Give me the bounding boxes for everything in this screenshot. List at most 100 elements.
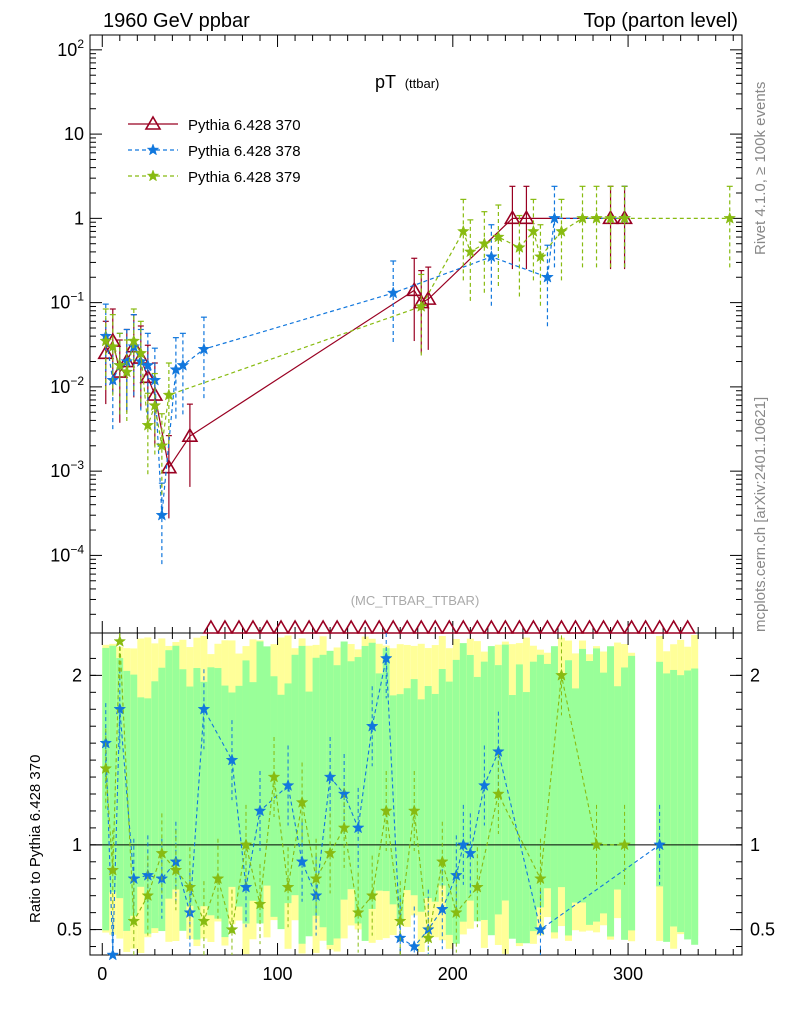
marker-star bbox=[555, 668, 568, 681]
band-green bbox=[284, 683, 292, 904]
marker-star bbox=[323, 770, 337, 783]
marker-triangle bbox=[328, 619, 346, 634]
legend-label: Pythia 6.428 378 bbox=[188, 143, 301, 160]
marker-triangle bbox=[518, 209, 535, 225]
band-green bbox=[396, 694, 404, 921]
marker-star bbox=[548, 211, 561, 224]
marker-star bbox=[113, 702, 127, 715]
marker-star bbox=[541, 270, 554, 283]
band-green bbox=[452, 659, 460, 944]
marker-triangle bbox=[651, 619, 669, 634]
main-ytick-label: 10−1 bbox=[50, 290, 84, 313]
marker-triangle bbox=[468, 619, 486, 634]
marker-triangle bbox=[419, 290, 437, 305]
marker-star bbox=[463, 846, 477, 859]
marker-star bbox=[379, 651, 393, 664]
marker-star bbox=[351, 821, 365, 834]
band-green bbox=[593, 648, 601, 922]
axes bbox=[89, 34, 743, 956]
marker-star bbox=[456, 224, 470, 237]
series-line bbox=[105, 217, 730, 446]
marker-star bbox=[463, 245, 477, 258]
marker-star bbox=[146, 143, 160, 156]
marker-triangle bbox=[384, 619, 402, 634]
band-green bbox=[656, 661, 664, 887]
band-green bbox=[522, 692, 530, 944]
marker-triangle bbox=[160, 459, 178, 474]
marker-star bbox=[169, 863, 183, 876]
tick-labels: 102 10 1 10−1 10−2 10−3 10−4 0 100 200 300 2 2 1 1 0.5 0… bbox=[50, 37, 775, 984]
plot-title-main: pT bbox=[375, 72, 396, 92]
xtick-label: 0 bbox=[97, 964, 107, 984]
marker-star bbox=[141, 418, 155, 431]
marker-star bbox=[239, 880, 253, 893]
marker-star bbox=[253, 897, 267, 910]
marker-star bbox=[407, 804, 421, 817]
band-green bbox=[235, 685, 243, 907]
main-ytick-label: 1 bbox=[74, 208, 84, 228]
marker-triangle bbox=[300, 619, 318, 634]
band-green bbox=[200, 681, 208, 907]
legend-label: Pythia 6.428 370 bbox=[188, 117, 301, 134]
band-green bbox=[165, 650, 173, 899]
marker-star bbox=[162, 388, 176, 401]
band-green bbox=[684, 670, 692, 940]
rivet-label: Rivet 4.1.0, ≥ 100k events bbox=[752, 82, 769, 255]
marker-star bbox=[106, 339, 120, 353]
band-green bbox=[130, 674, 138, 916]
band-green bbox=[515, 664, 523, 944]
marker-star bbox=[113, 634, 127, 647]
marker-star bbox=[225, 753, 239, 766]
marker-triangle bbox=[665, 619, 683, 634]
band-green bbox=[291, 654, 299, 896]
band-green bbox=[600, 672, 608, 914]
ratio-ytick-label: 1 bbox=[72, 835, 82, 855]
marker-star bbox=[527, 224, 540, 237]
marker-triangle bbox=[398, 619, 416, 634]
marker-star bbox=[407, 939, 421, 953]
band-green bbox=[403, 688, 411, 891]
marker-triangle bbox=[637, 619, 654, 634]
marker-star bbox=[183, 880, 197, 893]
marker-star bbox=[99, 334, 113, 347]
marker-star bbox=[477, 236, 491, 250]
marker-star bbox=[99, 761, 113, 774]
marker-triangle bbox=[567, 619, 584, 634]
marker-star bbox=[225, 922, 239, 935]
marker-triangle bbox=[258, 619, 276, 634]
band-green bbox=[445, 681, 453, 935]
band-green bbox=[508, 695, 516, 939]
marker-star bbox=[604, 211, 617, 224]
band-green bbox=[557, 676, 565, 888]
band-green bbox=[172, 645, 180, 890]
band-green bbox=[375, 673, 383, 891]
marker-triangle bbox=[181, 427, 199, 442]
band-green bbox=[179, 669, 187, 931]
marker-star bbox=[281, 880, 295, 893]
marker-triangle bbox=[230, 619, 248, 634]
marker-triangle bbox=[609, 619, 626, 634]
band-green bbox=[614, 686, 622, 890]
band-green bbox=[564, 660, 572, 936]
band-green bbox=[186, 686, 194, 906]
band-green bbox=[473, 676, 481, 922]
marker-star bbox=[113, 358, 127, 371]
band-green bbox=[459, 643, 467, 922]
marker-triangle bbox=[595, 619, 612, 634]
marker-star bbox=[386, 286, 400, 299]
marker-star bbox=[590, 838, 603, 851]
ratio-ytick-label: 0.5 bbox=[57, 920, 82, 940]
band-green bbox=[368, 642, 376, 909]
band-green bbox=[207, 667, 215, 916]
marker-star bbox=[267, 770, 281, 783]
marker-triangle bbox=[539, 619, 556, 634]
marker-triangle bbox=[511, 619, 528, 634]
main-ytick-label: 10−3 bbox=[50, 458, 84, 481]
ratio-plot-series bbox=[99, 633, 666, 961]
band-green bbox=[214, 668, 222, 919]
band-green bbox=[123, 670, 131, 931]
marker-star bbox=[435, 855, 449, 868]
band-green bbox=[242, 660, 250, 924]
band-green bbox=[628, 655, 636, 931]
marker-star bbox=[618, 838, 631, 851]
